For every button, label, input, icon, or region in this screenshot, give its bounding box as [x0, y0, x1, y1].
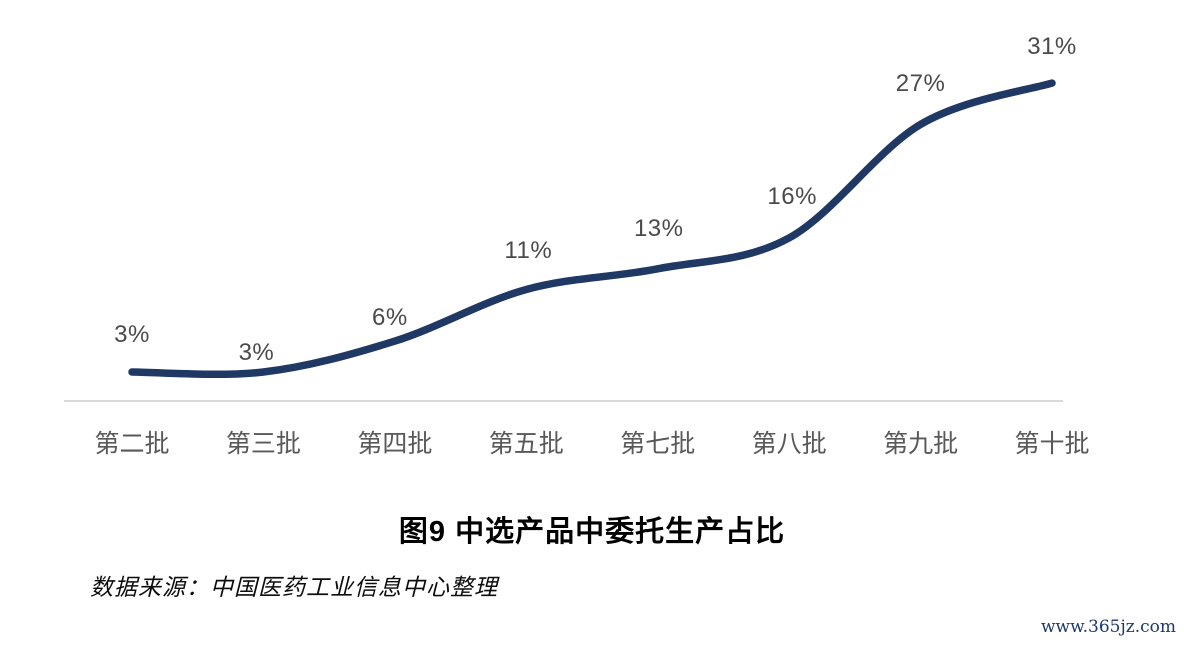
- data-label: 13%: [633, 214, 684, 242]
- x-axis-tick-label: 第八批: [751, 430, 827, 458]
- data-label: 16%: [767, 182, 817, 210]
- data-label: 3%: [238, 339, 275, 367]
- data-label: 31%: [1027, 33, 1077, 61]
- x-axis-tick-label: 第五批: [488, 430, 564, 458]
- data-label: 6%: [372, 304, 408, 332]
- data-label: 3%: [114, 321, 150, 349]
- x-axis-tick-label: 第三批: [225, 430, 301, 458]
- x-axis-tick-label: 第十批: [1014, 430, 1090, 458]
- site-watermark: www.365jz.com: [1041, 617, 1176, 637]
- series-line: [128, 79, 1056, 379]
- x-axis-tick-label: 第七批: [620, 430, 696, 458]
- data-label: 11%: [504, 237, 553, 265]
- x-axis-tick-label: 第四批: [357, 430, 433, 458]
- x-axis-tick-label: 第九批: [883, 430, 959, 458]
- x-axis-tick-label: 第二批: [94, 430, 170, 458]
- data-label: 27%: [895, 70, 946, 98]
- figure-source: 数据来源：中国医药工业信息中心整理: [90, 574, 498, 600]
- line-chart-canvas: [64, 79, 1063, 402]
- figure-title: 图9 中选产品中委托生产占比: [398, 516, 786, 548]
